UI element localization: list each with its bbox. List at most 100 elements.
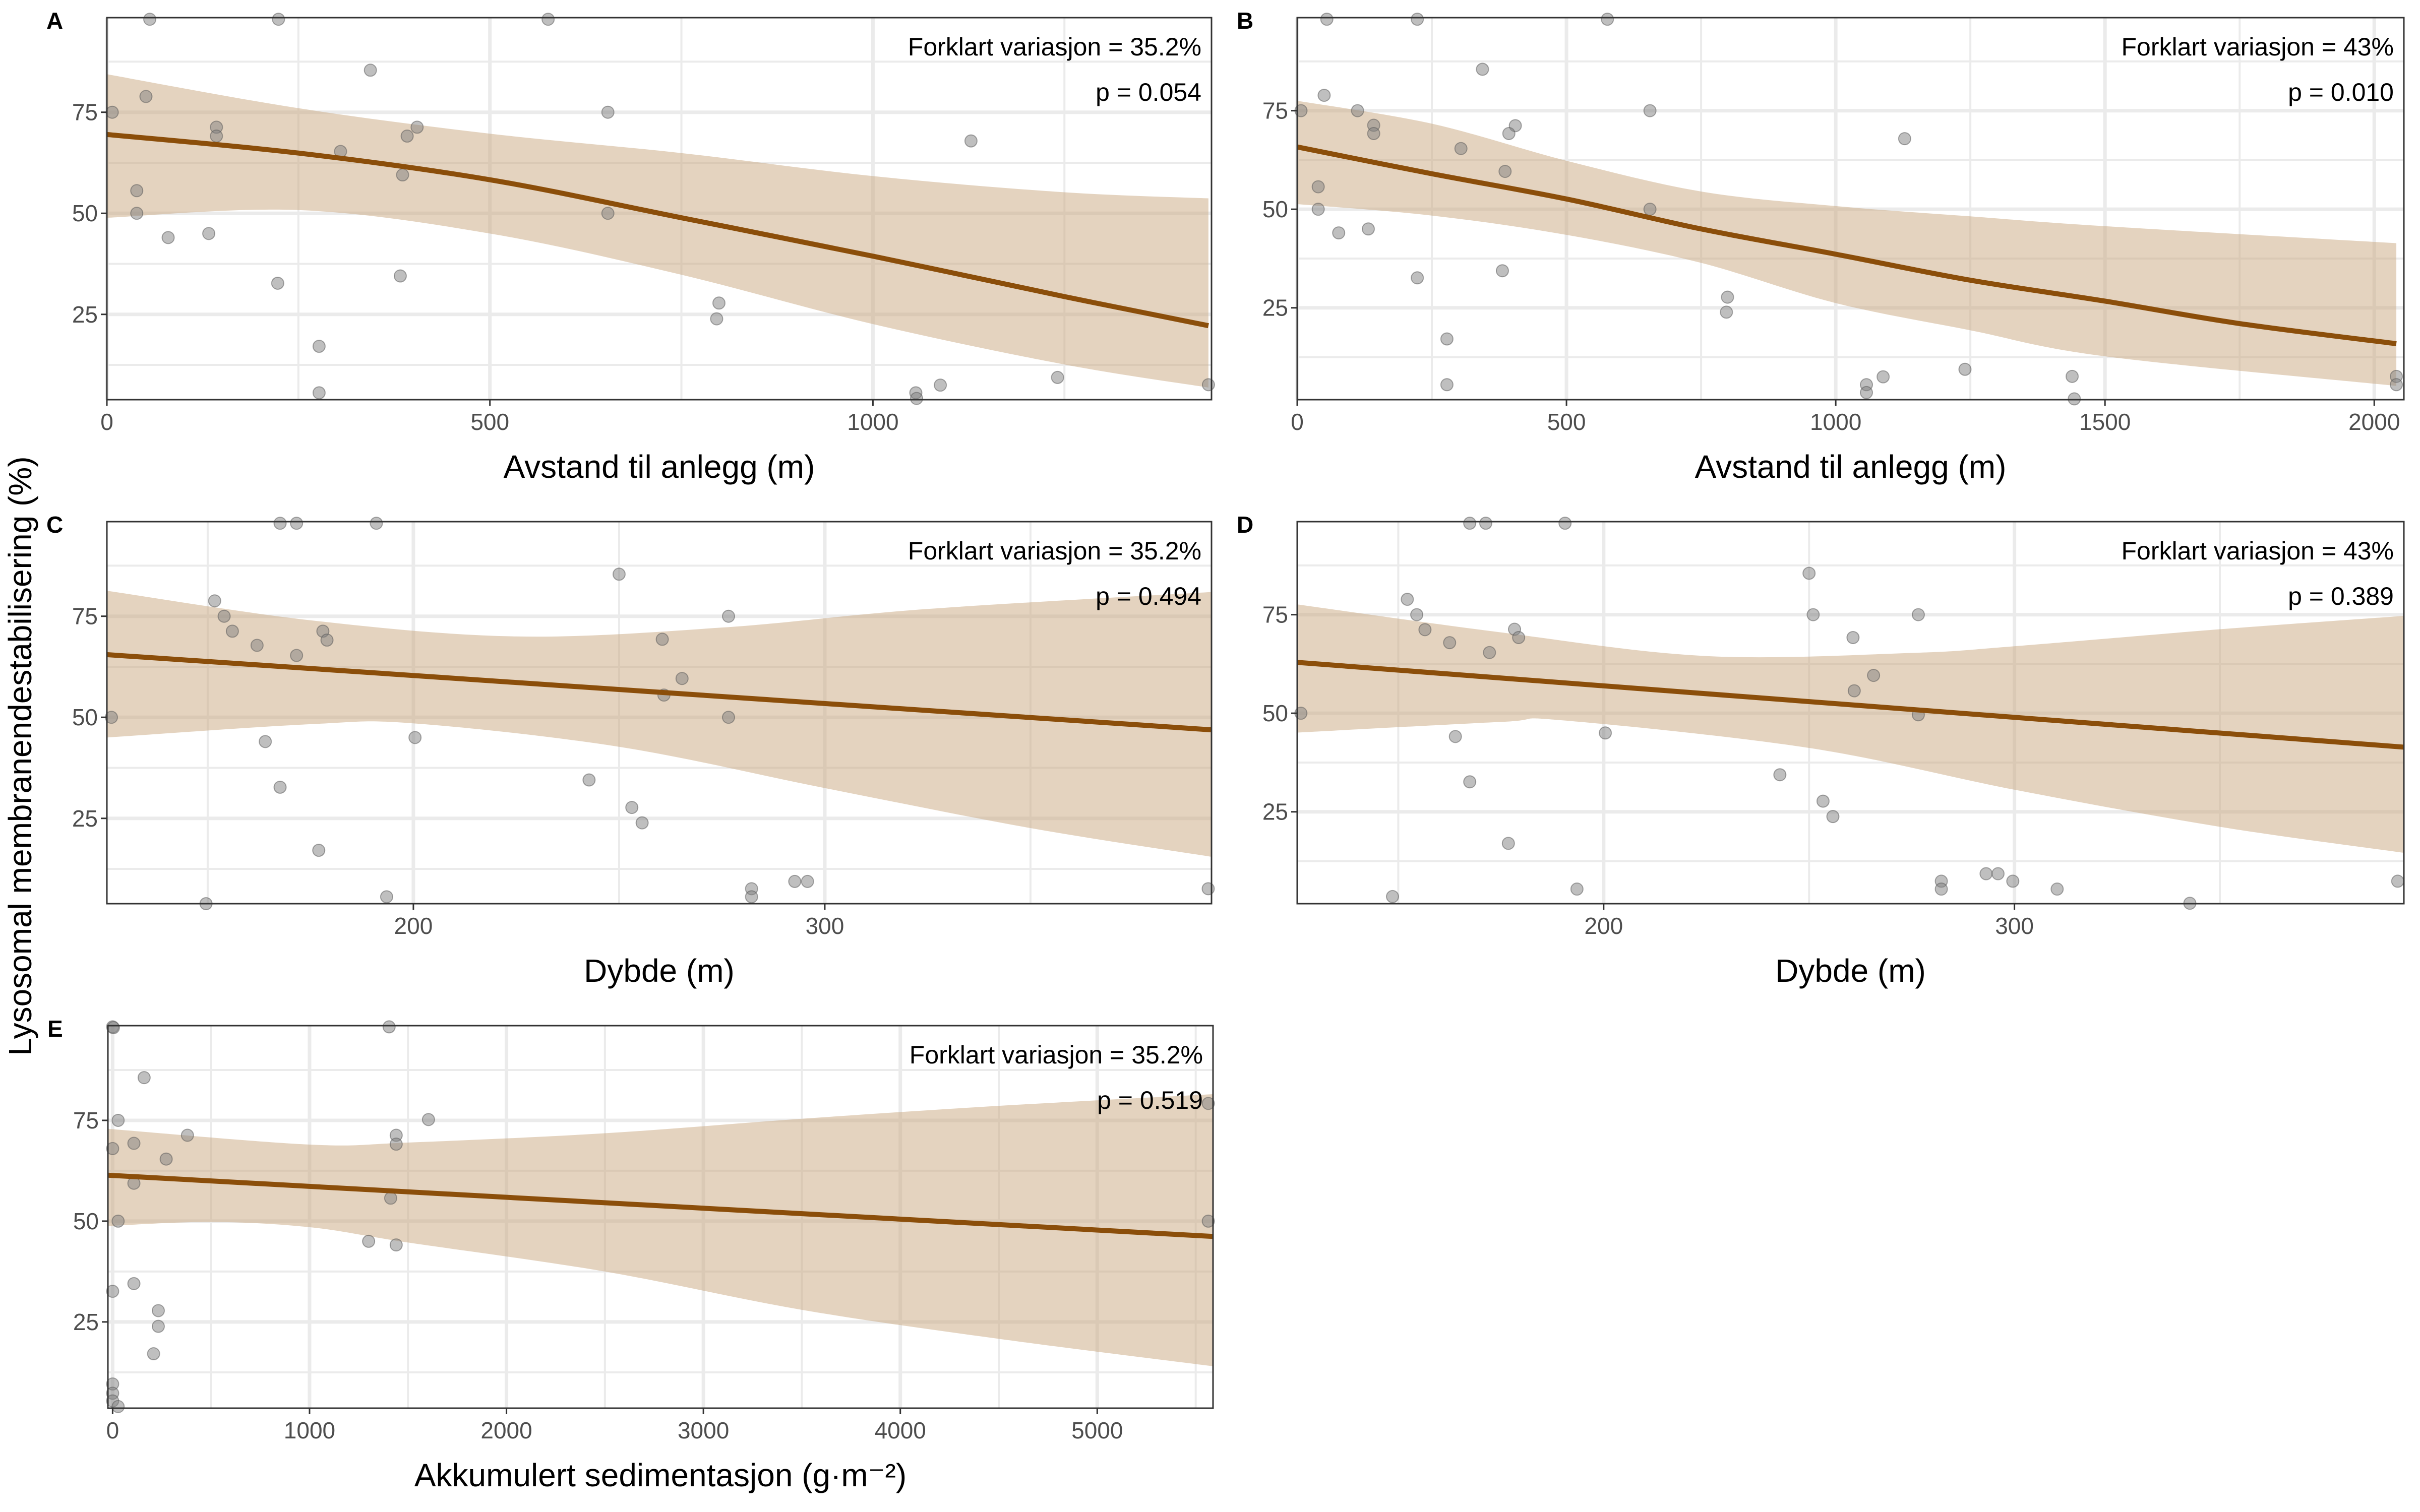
data-point: [210, 130, 223, 143]
data-point: [601, 207, 615, 220]
data-point: [1201, 1214, 1215, 1228]
data-point: [1454, 142, 1468, 155]
data-point: [1847, 684, 1861, 698]
data-point: [272, 13, 285, 26]
data-point: [1806, 608, 1820, 621]
panel-a: 0 500 1000 25 50 75 Avstand til anlegg (m) A For…: [46, 8, 1215, 485]
data-point: [273, 780, 287, 794]
data-point: [312, 340, 326, 353]
x-tick-label: 300: [806, 913, 844, 939]
data-point: [380, 890, 393, 904]
data-point: [1411, 271, 1424, 285]
data-point: [1440, 332, 1454, 346]
p-value-annotation: p = 0.389: [2288, 582, 2394, 610]
data-point: [393, 269, 407, 283]
data-point: [1201, 378, 1215, 392]
data-point: [1479, 517, 1492, 530]
data-point: [259, 735, 272, 748]
data-point: [1463, 517, 1477, 530]
x-axis-title: Dybde (m): [584, 953, 735, 989]
confidence-band: [108, 1094, 1213, 1366]
data-point: [1401, 593, 1414, 606]
panel-e: 0 1000 2000 3000 4000 5000 25 50 75 Akkumulert se…: [47, 1016, 1215, 1493]
data-point: [1311, 203, 1325, 216]
data-point: [1643, 104, 1657, 117]
data-point: [1332, 226, 1346, 240]
x-tick-label: 2000: [2348, 409, 2400, 435]
data-point: [400, 130, 414, 143]
data-point: [1991, 867, 2005, 880]
explained-variance-annotation: Forklart variasjon = 43%: [2121, 33, 2394, 61]
x-tick-label: 1500: [2079, 409, 2131, 435]
data-point: [208, 594, 221, 608]
data-point: [1721, 290, 1734, 304]
x-tick-label: 1000: [1810, 409, 1861, 435]
data-point: [1501, 837, 1515, 850]
data-point: [1601, 13, 1614, 26]
data-point: [362, 1234, 376, 1248]
data-point: [582, 773, 596, 787]
y-tick-label: 50: [1262, 196, 1288, 222]
data-point: [1443, 636, 1457, 650]
data-point: [934, 379, 947, 392]
data-point: [1386, 890, 1400, 903]
p-value-annotation: p = 0.010: [2288, 78, 2394, 106]
data-point: [396, 168, 409, 182]
data-point: [2006, 874, 2020, 888]
data-point: [675, 672, 689, 685]
data-point: [410, 120, 424, 134]
data-point: [105, 105, 119, 119]
data-point: [1570, 883, 1584, 896]
data-point: [710, 312, 723, 326]
y-tick-label: 50: [1262, 700, 1288, 726]
data-point: [147, 1347, 160, 1361]
x-tick-label: 500: [1547, 409, 1586, 435]
x-tick-label: 0: [1291, 409, 1304, 435]
data-point: [408, 731, 422, 744]
data-point: [910, 392, 924, 405]
data-point: [1773, 768, 1787, 782]
data-point: [721, 609, 735, 623]
panel-frame: [106, 521, 1213, 905]
data-point: [111, 1113, 125, 1127]
data-point: [1410, 608, 1424, 621]
x-tick-label: 1000: [284, 1417, 335, 1443]
y-tick-label: 75: [72, 99, 98, 125]
data-point: [312, 386, 326, 400]
data-point: [712, 296, 726, 310]
data-point: [180, 1128, 194, 1142]
y-tick-label: 25: [72, 805, 98, 832]
data-point: [1802, 566, 1816, 580]
data-point: [143, 13, 157, 26]
panel-tag: E: [47, 1016, 63, 1042]
panel-tag: B: [1237, 8, 1253, 34]
data-point: [1502, 127, 1516, 140]
data-point: [745, 890, 758, 904]
x-tick-label: 4000: [875, 1417, 926, 1443]
fit-line: [106, 132, 1209, 329]
data-point: [1495, 264, 1509, 278]
fit-line: [1297, 144, 2397, 346]
data-point: [1860, 386, 1873, 399]
data-point: [2391, 874, 2404, 888]
data-point: [1558, 517, 1572, 530]
data-point: [1051, 370, 1064, 384]
data-point: [788, 874, 802, 888]
x-tick-label: 0: [106, 1417, 119, 1443]
p-value-annotation: p = 0.494: [1096, 582, 1201, 610]
data-point: [1361, 222, 1375, 236]
y-tick-label: 50: [73, 1208, 99, 1234]
x-tick-label: 1000: [847, 409, 898, 435]
data-point: [1201, 1097, 1215, 1110]
data-point: [1826, 810, 1840, 824]
data-point: [290, 517, 304, 530]
data-point: [159, 1152, 173, 1166]
y-tick-label: 25: [73, 1309, 99, 1335]
data-point: [601, 105, 615, 119]
data-point: [2050, 883, 2064, 896]
data-point: [1320, 13, 1334, 26]
data-point: [1816, 794, 1830, 808]
data-point: [106, 1021, 120, 1034]
fit-line: [106, 652, 1212, 733]
data-point: [625, 801, 639, 814]
